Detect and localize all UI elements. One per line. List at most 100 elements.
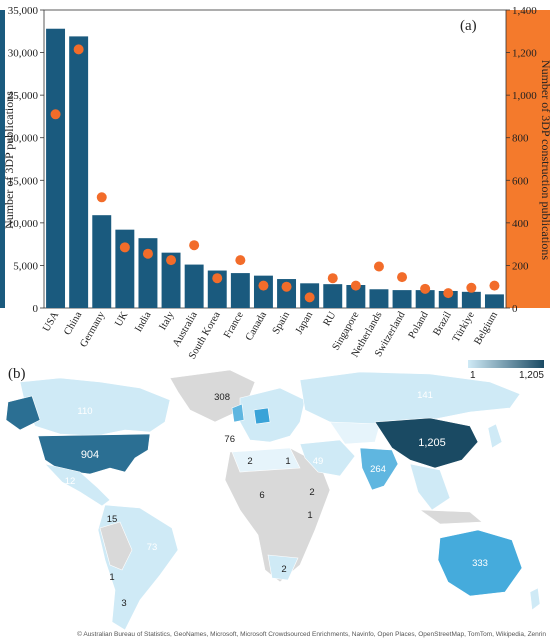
bar-singapore: [346, 285, 366, 308]
bar-switzerland: [392, 290, 412, 308]
category-label-usa: USA: [41, 310, 61, 334]
map-label-russia: 141: [417, 390, 433, 401]
left-tick-label: 0: [33, 303, 39, 315]
usa-shape: [37, 433, 151, 475]
category-label-france: France: [222, 310, 246, 341]
bar-australia: [184, 264, 204, 308]
map-label-middle-east: 49: [313, 456, 324, 467]
alaska-shape: [5, 395, 41, 431]
map-label-portugal: 76: [224, 434, 235, 445]
map-label-brazil: 73: [147, 542, 158, 553]
middle-east-shape: [299, 439, 356, 477]
dot-south-korea: [212, 273, 223, 284]
dot-france: [235, 255, 246, 266]
japan-shape: [487, 423, 503, 449]
category-label-italy: Italy: [157, 309, 177, 332]
europe-shape: [239, 387, 306, 443]
bar-south-korea: [207, 270, 227, 308]
panel-label-a: (a): [460, 18, 477, 34]
left-tick-label: 25,000: [8, 90, 39, 102]
dot-italy: [166, 255, 177, 266]
map-label-kenya: 1: [307, 510, 312, 521]
russia-shape: [299, 371, 521, 427]
map-attribution: © Australian Bureau of Statistics, GeoNa…: [77, 631, 546, 638]
right-tick-label: 1,000: [512, 90, 537, 102]
dot-spain: [281, 281, 292, 292]
left-tick-label: 20,000: [8, 133, 39, 145]
plot-frame: [43, 9, 507, 309]
dot-netherlands: [373, 261, 384, 272]
map-label-mexico: 12: [65, 476, 76, 487]
bar-ru: [323, 284, 343, 308]
dot-ru: [327, 273, 338, 284]
dot-australia: [189, 240, 200, 251]
bar-canada: [253, 275, 273, 308]
dot-japan: [304, 292, 315, 303]
new-zealand-shape: [529, 587, 541, 611]
bar-india: [138, 238, 158, 308]
bar-uk: [115, 229, 135, 308]
australia-shape: [437, 529, 523, 597]
map-label-australia: 333: [472, 558, 488, 569]
dot-brazil: [443, 288, 454, 299]
right-axis-band: [506, 10, 550, 308]
category-label-japan: Japan: [294, 309, 316, 336]
category-label-brazil: Brazil: [431, 310, 453, 338]
category-label-uk: UK: [113, 310, 130, 329]
right-tick-label: 600: [512, 175, 529, 187]
right-tick-label: 200: [512, 260, 529, 272]
map-label-south-africa: 2: [281, 564, 286, 575]
map-label-canada: 110: [77, 406, 92, 417]
bars-group: [46, 28, 504, 308]
dot-poland: [420, 283, 431, 294]
dot-canada: [258, 280, 269, 291]
bar-china: [69, 36, 89, 308]
dot-switzerland: [397, 272, 408, 283]
indonesia-shape: [418, 509, 483, 525]
south-america-gray: [99, 521, 133, 571]
right-tick-label: 0: [512, 303, 518, 315]
central-asia-shape: [329, 421, 381, 445]
bar-germany: [92, 215, 112, 308]
world-map-panel-b: (b) 1 1,205 110 904 12: [5, 360, 544, 631]
right-tick-label: 800: [512, 133, 529, 145]
right-tick-label: 1,400: [512, 5, 537, 17]
bar-türkiye: [461, 291, 481, 308]
bar-brazil: [438, 290, 458, 308]
dot-singapore: [350, 280, 361, 291]
dot-uk: [119, 242, 130, 253]
right-tick-label: 400: [512, 218, 529, 230]
map-label-usa: 904: [81, 449, 99, 461]
uk-shape: [231, 403, 245, 423]
dot-usa: [50, 109, 61, 120]
dot-india: [142, 248, 153, 259]
map-label-uk: 308: [214, 392, 230, 403]
bar-usa: [46, 28, 66, 308]
north-africa-shape: [231, 447, 301, 473]
right-tick-label: 1,200: [512, 48, 537, 60]
legend-max-label: 1,205: [519, 370, 544, 381]
map-label-algeria: 2: [247, 456, 252, 467]
map-label-chile: 1: [109, 572, 114, 583]
y-axis-title-left: Number of 3DP publications: [2, 91, 16, 229]
south-africa-shape: [267, 554, 299, 581]
map-label-colombia: 15: [107, 514, 118, 525]
category-label-poland: Poland: [407, 309, 431, 340]
map-label-egypt: 1: [285, 456, 290, 467]
map-label-china: 1,205: [418, 437, 446, 449]
dot-türkiye: [466, 282, 477, 293]
bar-france: [230, 273, 250, 308]
dot-china: [73, 44, 84, 55]
category-label-china: China: [62, 310, 84, 338]
bar-italy: [161, 252, 181, 308]
legend-gradient-bar: [468, 360, 544, 368]
panel-label-b: (b): [8, 366, 26, 382]
left-ticks-group: 0 5,000 10,000 15,000 20,000 25,000 30,000 35,0…: [8, 5, 44, 315]
legend-min-label: 1: [470, 370, 476, 381]
canada-shape: [19, 377, 171, 437]
dot-belgium: [489, 280, 500, 291]
left-tick-label: 15,000: [8, 175, 39, 187]
y-axis-title-right: Number of 3DP construction publications: [539, 60, 550, 261]
bar-belgium: [484, 294, 504, 308]
